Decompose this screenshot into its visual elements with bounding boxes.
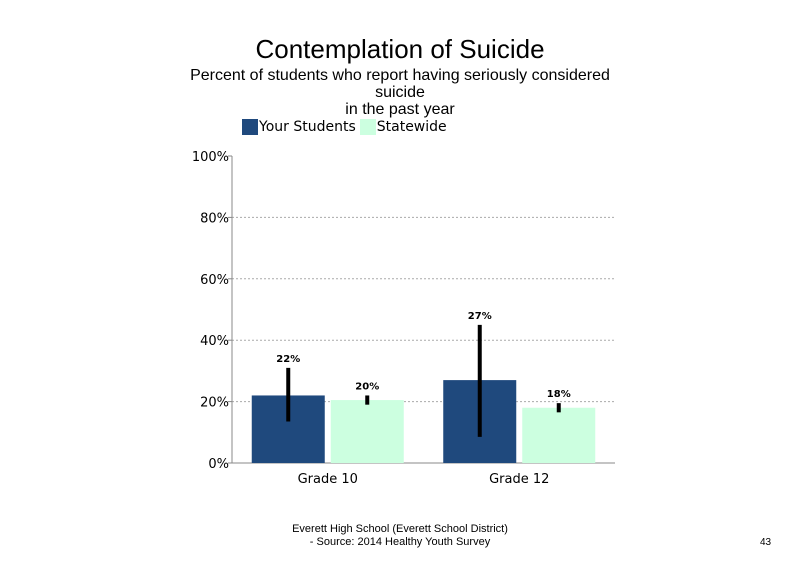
- category-label: Grade 10: [298, 472, 358, 487]
- y-tick-label: 80%: [200, 211, 229, 226]
- y-tick-label: 100%: [192, 150, 229, 165]
- legend-label-statewide: Statewide: [376, 119, 447, 135]
- subtitle-line-3: in the past year: [345, 101, 455, 118]
- page-number: 43: [760, 537, 772, 548]
- legend-swatch-statewide: [359, 119, 376, 135]
- subtitle-line-1: Percent of students who report having se…: [190, 67, 610, 84]
- data-label: 22%: [276, 354, 300, 365]
- legend-label-your-students: Your Students: [259, 119, 356, 135]
- footer-school: Everett High School (Everett School Dist…: [292, 523, 508, 535]
- y-tick-label: 20%: [200, 396, 229, 411]
- y-tick-label: 0%: [208, 457, 229, 472]
- legend: Your Students Statewide: [242, 118, 451, 136]
- data-label: 20%: [355, 381, 379, 392]
- chart-title: Contemplation of Suicide: [255, 34, 545, 64]
- legend-item-statewide: Statewide: [359, 119, 451, 135]
- subtitle-line-2: suicide: [375, 84, 425, 101]
- footer-source: - Source: 2014 Healthy Youth Survey: [309, 536, 491, 548]
- bar: [522, 407, 596, 463]
- y-tick-label: 40%: [200, 334, 229, 349]
- bar: [330, 400, 404, 463]
- chart-subtitle: Percent of students who report having se…: [175, 67, 625, 119]
- footer: Everett High School (Everett School Dist…: [0, 523, 800, 549]
- category-label: Grade 12: [489, 472, 549, 487]
- data-label: 18%: [547, 389, 571, 400]
- legend-swatch-your-students: [242, 119, 258, 135]
- legend-item-your-students: Your Students: [242, 119, 360, 135]
- y-tick-label: 60%: [200, 273, 229, 288]
- data-label: 27%: [468, 311, 492, 322]
